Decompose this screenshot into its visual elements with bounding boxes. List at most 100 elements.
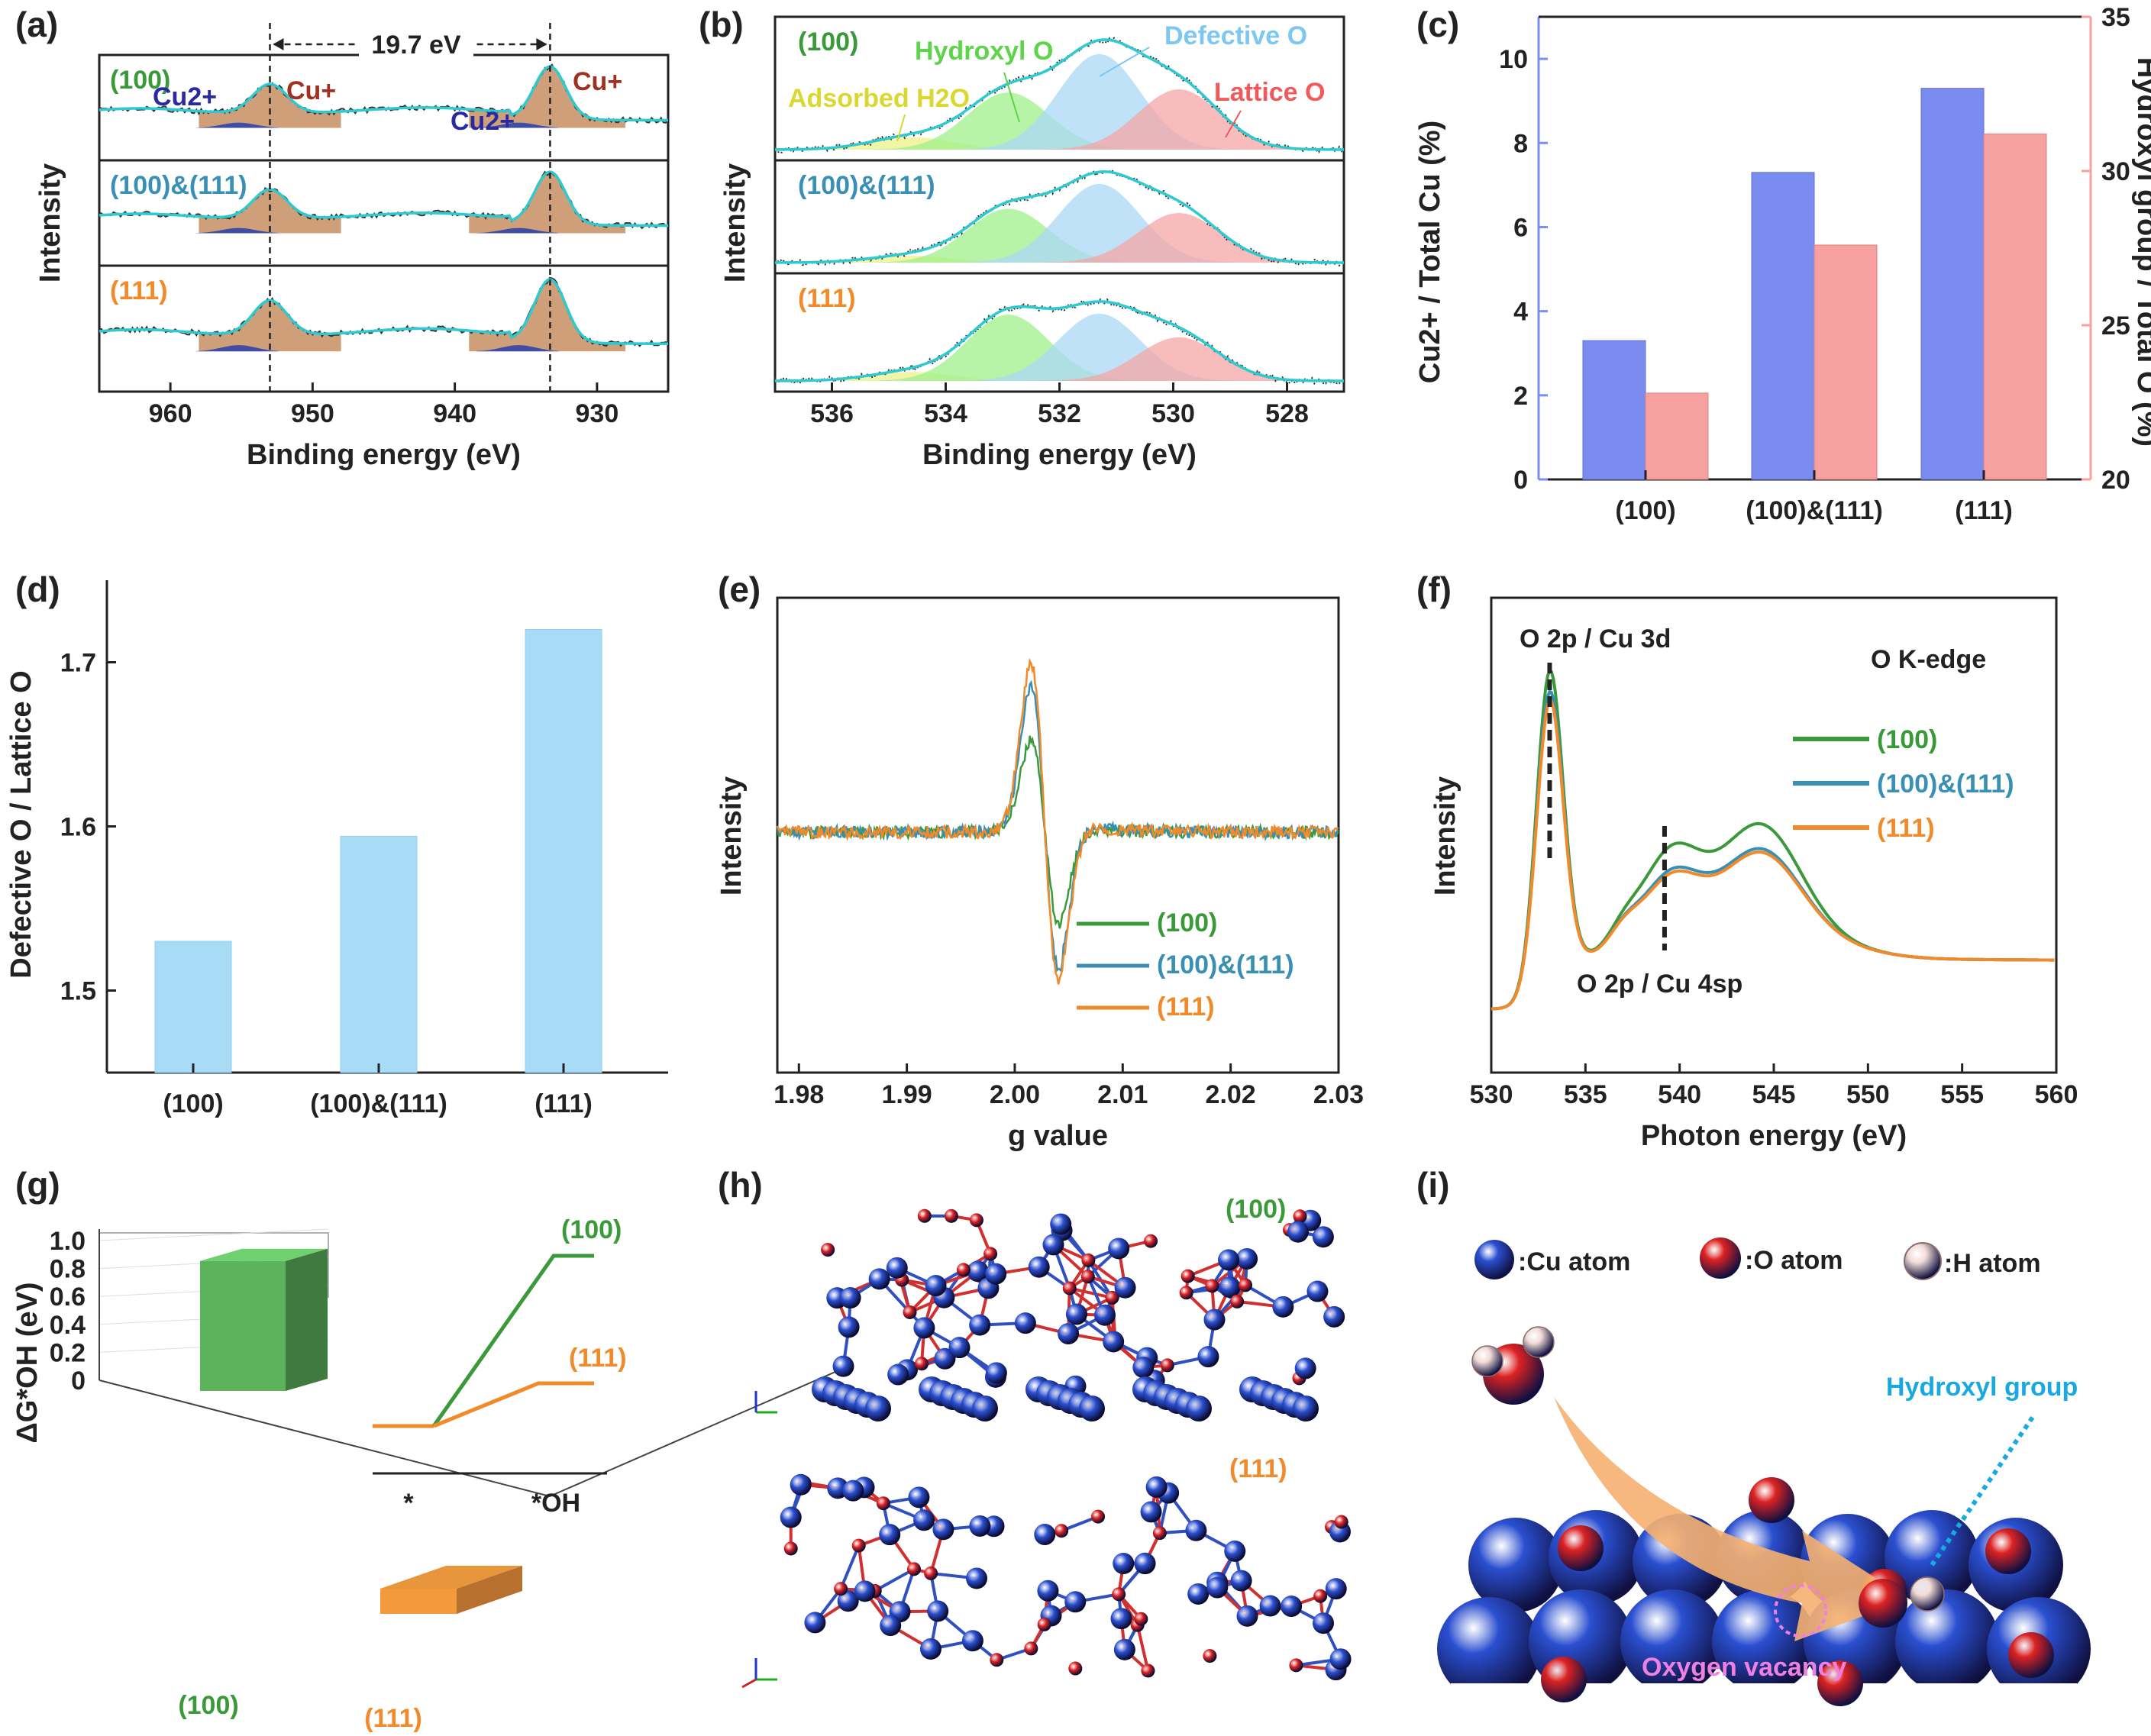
- pointer-lattice: [1225, 110, 1242, 138]
- e-x-tick-label: 1.99: [882, 1080, 932, 1109]
- h-top-bottom-cu-atom: [865, 1396, 891, 1421]
- c-x-tick-label: (100): [1615, 496, 1675, 525]
- b-x-tick-label: 532: [1038, 399, 1081, 428]
- h-top-cu-atom: [1272, 1296, 1294, 1318]
- c-left-tick-label: 6: [1513, 213, 1528, 242]
- h-top-bottom-cu-atom: [972, 1396, 998, 1421]
- h-bottom-cu-atom: [880, 1615, 902, 1637]
- h-top-cu-atom: [838, 1316, 860, 1338]
- cu2-label-right: Cu2+: [451, 107, 515, 136]
- c-x-tick-label: (100)&(111): [1746, 496, 1883, 525]
- h-top-o-atom: [1160, 1358, 1174, 1373]
- h-top-cu-atom: [1306, 1280, 1329, 1302]
- g-bar-111-top: [380, 1565, 522, 1589]
- h-top-cu-atom: [1065, 1303, 1087, 1325]
- i-arrow: [1554, 1397, 1909, 1641]
- f-series-line: [1491, 689, 2055, 1011]
- g-inset-x-oh: *OH: [531, 1489, 580, 1518]
- e-xlabel: g value: [1008, 1120, 1108, 1152]
- i-surface-o-atom: [1558, 1525, 1604, 1571]
- h-bottom-cu-atom: [1140, 1501, 1162, 1523]
- c-right-tick-label: 30: [2101, 157, 2130, 186]
- cu2-peak-fill: [476, 227, 559, 234]
- raw-data-line: [774, 37, 1345, 153]
- panel-label-a: (a): [15, 5, 58, 44]
- d-bar: [525, 629, 602, 1073]
- h-top-o-atom: [969, 1213, 983, 1228]
- h-axis-a2: [741, 1678, 757, 1689]
- h-top-o-atom: [1105, 1290, 1119, 1305]
- panel-i-schematic: :Cu atom:O atom:H atom Hydroxyl group Oxyg…: [1437, 1237, 2091, 1729]
- fit-line: [99, 65, 669, 122]
- i-surface-cu-atom: [1895, 1589, 1999, 1693]
- g-y-tick-label: 1.0: [50, 1227, 86, 1256]
- component-fill: [775, 313, 1344, 381]
- h-top-cu-atom: [1103, 1331, 1125, 1353]
- h-bottom-bond: [1135, 1625, 1150, 1671]
- panel-g-3d-bars: 00.20.40.60.81.0 (100) (111) ΔG*OH (eV) (100…: [11, 1215, 848, 1733]
- i-legend-cu-label: :Cu atom: [1518, 1247, 1630, 1276]
- panel-label-h: (h): [718, 1165, 763, 1205]
- i-surface-cu-atom: [1712, 1589, 1816, 1693]
- g-y-tick-label: 0.4: [50, 1311, 86, 1340]
- g-bar-100-top: [200, 1248, 328, 1261]
- h-bottom-o-atom: [924, 1566, 938, 1580]
- h-top-o-atom: [821, 1243, 835, 1257]
- d-bar: [340, 835, 418, 1073]
- e-x-tick-label: 1.98: [774, 1080, 824, 1109]
- e-x-tick-label: 2.00: [990, 1080, 1040, 1109]
- a-xlabel: Binding energy (eV): [247, 439, 521, 471]
- h-label-111: (111): [1229, 1454, 1287, 1483]
- h-bottom-cu-atom: [1224, 1540, 1246, 1562]
- panel-b-xps-o: (100) (100)&(111) (111) Hydroxyl O Defective…: [719, 15, 1345, 471]
- h-bottom-cu-atom: [969, 1515, 991, 1537]
- h-bottom-o-atom: [783, 1541, 798, 1556]
- h-top-o-atom: [903, 1305, 917, 1319]
- h-bottom-cu-atom: [790, 1473, 812, 1496]
- h-top-cu-atom: [1203, 1308, 1226, 1331]
- h-bottom-o-atom: [1091, 1509, 1106, 1524]
- h-top-o-atom: [1062, 1281, 1077, 1296]
- h-bottom-o-atom: [1055, 1524, 1069, 1538]
- e-legend-label: (111): [1157, 992, 1215, 1021]
- component-fill: [775, 337, 1344, 381]
- h-bottom-cu-atom: [908, 1486, 930, 1509]
- h-bottom-cu-atom: [927, 1600, 949, 1622]
- g-inset-label-111: (111): [569, 1344, 627, 1373]
- h-top-cu-atom: [1218, 1249, 1240, 1271]
- h-top-o-atom: [956, 1263, 971, 1277]
- f-annotation-cu4sp: O 2p / Cu 4sp: [1577, 970, 1742, 999]
- i-legend-o-icon: [1700, 1237, 1741, 1279]
- cu2-label-left: Cu2+: [153, 82, 217, 111]
- g-inset-path-111: [433, 1381, 594, 1428]
- g-bar-100-front: [200, 1260, 286, 1391]
- label-hydroxyl-o: Hydroxyl O: [915, 37, 1053, 66]
- h-bottom-o-atom: [1152, 1526, 1167, 1541]
- cu-plus-peak-fill: [469, 66, 626, 128]
- panel-label-g: (g): [15, 1165, 60, 1205]
- g-y-tick-label: 0.2: [50, 1338, 86, 1367]
- component-fill: [775, 213, 1344, 263]
- i-hydroxyl-label: Hydroxyl group: [1886, 1373, 2078, 1402]
- h-bottom-bond: [874, 1567, 915, 1592]
- h-top-cu-atom: [967, 1260, 989, 1283]
- cu2-peak-fill: [195, 122, 279, 128]
- e-frame: [776, 596, 1340, 1074]
- h-bottom-cu-atom: [961, 1630, 983, 1652]
- h-bottom-o-atom: [1334, 1515, 1348, 1529]
- h-top-o-atom: [914, 1357, 929, 1371]
- h-bottom-cu-atom: [842, 1479, 864, 1502]
- f-x-tick-label: 545: [1752, 1080, 1796, 1109]
- i-hydroxyl-o-atom: [1859, 1579, 1907, 1628]
- c-right-tick-label: 20: [2101, 466, 2130, 495]
- h-top-cu-atom: [868, 1268, 890, 1290]
- cu-plus-label-right: Cu+: [573, 67, 622, 96]
- component-fill: [775, 53, 1344, 150]
- e-series-line: [776, 679, 1339, 973]
- h-top-o-atom: [917, 1208, 932, 1223]
- f-series-line: [1491, 698, 2055, 1011]
- a-x-tick-label: 960: [149, 399, 192, 428]
- h-top-bottom-cu-atom: [1186, 1396, 1212, 1421]
- h-bottom-cu-atom: [780, 1506, 802, 1528]
- h-top-cu-atom: [839, 1287, 861, 1309]
